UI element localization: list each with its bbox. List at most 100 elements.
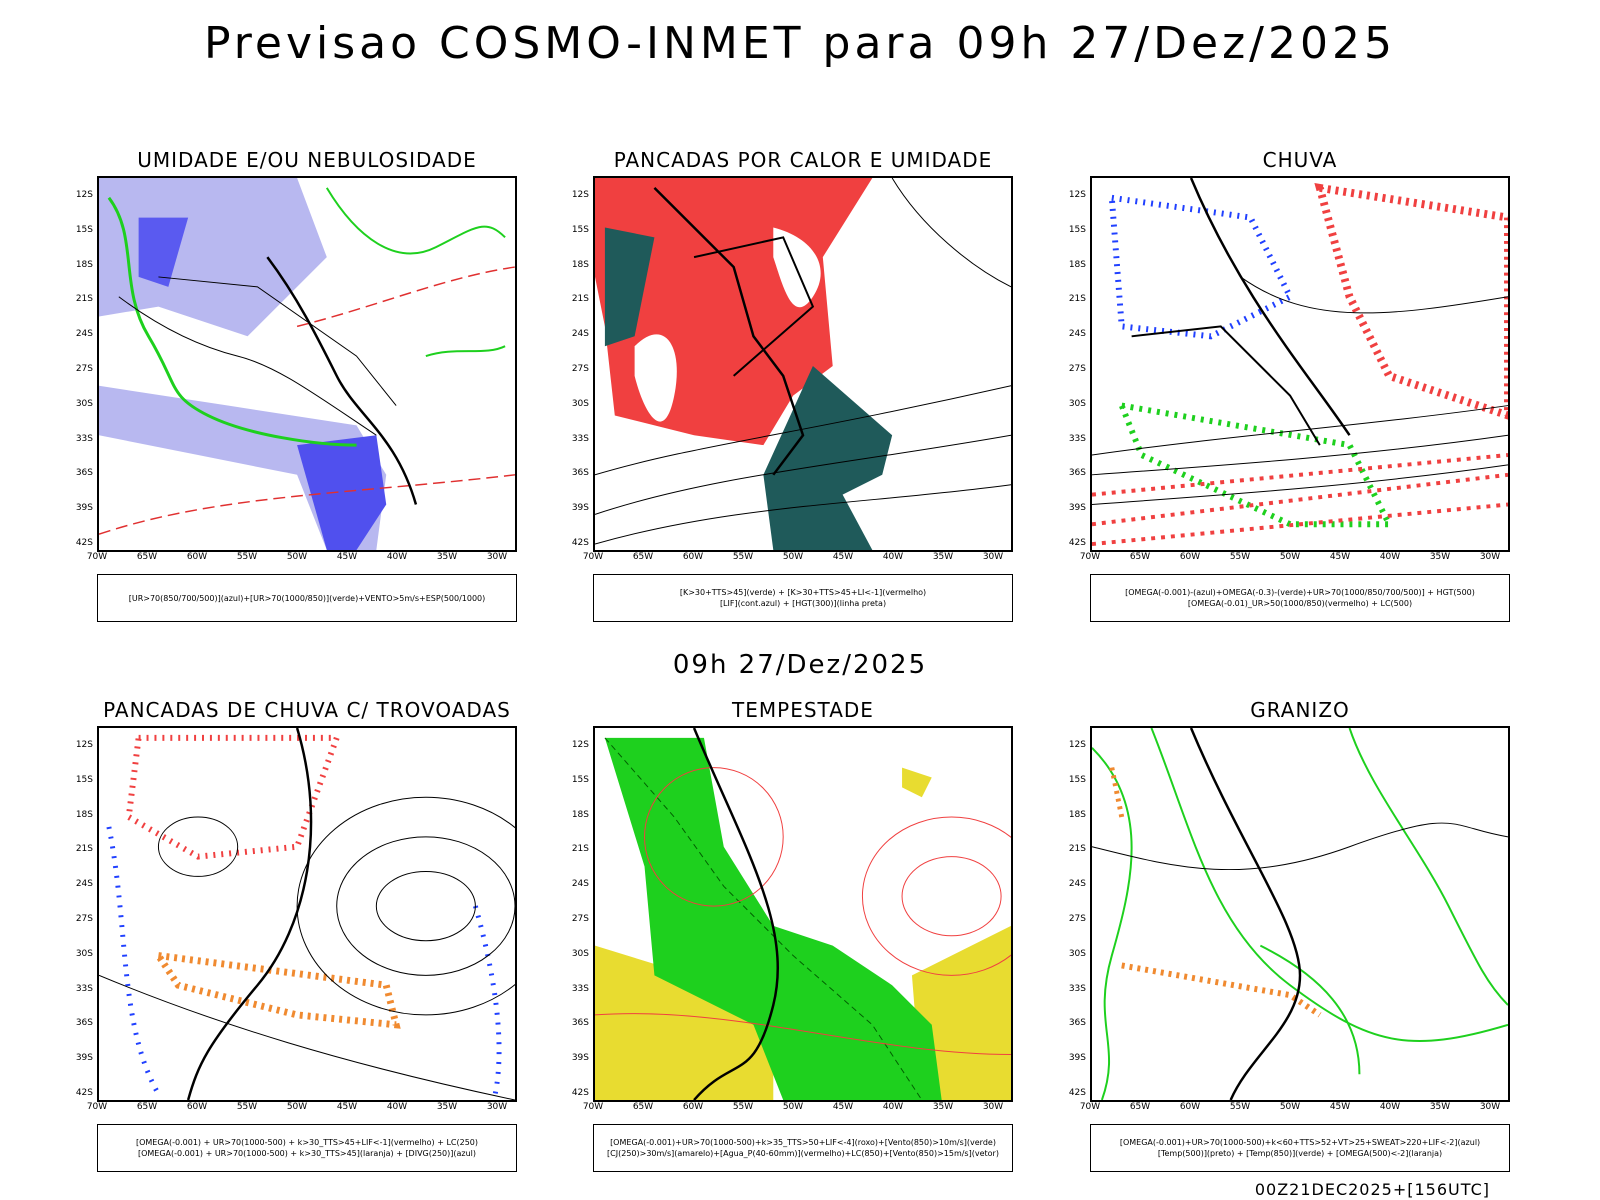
lon-tick-label: 60W [682,552,704,562]
lon-tick-label: 50W [782,552,804,562]
legend-line: [LIF](cont.azul) + [HGT(300)](linha pret… [719,599,887,608]
lat-tick-label: 39S [571,1053,589,1064]
lon-tick-label: 65W [1129,1102,1151,1112]
lon-tick-label: 45W [336,552,358,562]
lat-tick-label: 30S [75,398,93,409]
lat-tick-label: 15S [75,774,93,785]
legend-line: [OMEGA(-0.001)-(azul)+OMEGA(-0.3)-(verde… [1125,588,1475,597]
lat-tick-label: 12S [75,190,93,200]
lat-tick-label: 18S [75,809,93,820]
panel-legend: [OMEGA(-0.001)-(azul)+OMEGA(-0.3)-(verde… [1090,574,1510,622]
lat-tick-label: 24S [75,879,93,890]
lat-tick-label: 18S [1068,809,1086,820]
lon-tick-label: 55W [236,552,258,562]
legend-line: [OMEGA(-0.001)+UR>70(1000-500)+k<60+TTS>… [1119,1138,1481,1147]
lat-tick-label: 39S [1068,1053,1086,1064]
panel-legend: [K>30+TTS>45](verde) + [K>30+TTS>45+LI<-… [593,574,1013,622]
lat-tick-label: 36S [1068,468,1086,479]
legend-line: [K>30+TTS>45](verde) + [K>30+TTS>45+LI<-… [679,588,927,597]
lat-tick-label: 42S [75,538,93,548]
map-granizo [1090,726,1510,1102]
lon-tick-label: 70W [1079,1102,1101,1112]
panel-legend: [OMEGA(-0.001)+UR>70(1000-500)+k<60+TTS>… [1090,1124,1510,1172]
lon-tick-label: 35W [436,1102,458,1112]
lat-tick-label: 15S [1068,774,1086,785]
panel-title: TEMPESTADE [732,698,874,722]
lon-tick-label: 65W [136,1102,158,1112]
page-title: Previsao COSMO-INMET para 09h 27/Dez/202… [204,18,1396,69]
lon-tick-label: 70W [1079,552,1101,562]
panel-title: GRANIZO [1250,698,1350,722]
lat-tick-label: 33S [75,983,93,994]
lat-tick-label: 27S [75,364,93,374]
lat-tick-label: 36S [1068,1018,1086,1029]
lat-tick-label: 42S [571,1088,589,1098]
lat-tick-label: 33S [1068,433,1086,444]
panel-title: PANCADAS DE CHUVA C/ TROVOADAS [103,698,511,722]
lat-tick-label: 42S [75,1088,93,1098]
lon-tick-label: 30W [486,552,508,562]
lat-tick-label: 27S [1068,914,1086,924]
lon-tick-label: 65W [632,552,654,562]
lon-tick-label: 45W [1329,1102,1351,1112]
lon-tick-label: 50W [286,552,308,562]
lon-tick-label: 40W [1379,1102,1401,1112]
legend-line: [OMEGA(-0.001)+UR>70(1000-500)+k>35_TTS>… [610,1138,996,1147]
lat-tick-label: 36S [75,468,93,479]
lon-tick-label: 70W [582,1102,604,1112]
panel-title: PANCADAS POR CALOR E UMIDADE [613,148,993,172]
lon-tick-label: 70W [86,552,108,562]
lat-tick-label: 36S [571,468,589,479]
lat-tick-label: 15S [75,224,93,235]
lon-tick-label: 40W [386,552,408,562]
run-time-label: 00Z21DEC2025+[156UTC] [1254,1180,1490,1199]
lon-tick-label: 55W [1229,552,1251,562]
valid-time-label: 09h 27/Dez/2025 [672,650,928,680]
lon-tick-label: 55W [236,1102,258,1112]
lon-tick-label: 35W [436,552,458,562]
lon-tick-label: 45W [1329,552,1351,562]
lon-tick-label: 50W [1279,552,1301,562]
lat-tick-label: 39S [1068,503,1086,514]
lat-tick-label: 33S [571,433,589,444]
lon-tick-label: 60W [186,552,208,562]
lon-tick-label: 40W [882,552,904,562]
lat-tick-label: 21S [75,844,93,855]
lat-tick-label: 12S [571,740,589,750]
lat-tick-label: 42S [1068,1088,1086,1098]
lat-tick-label: 36S [571,1018,589,1029]
lon-tick-label: 60W [186,1102,208,1112]
lon-tick-label: 70W [86,1102,108,1112]
lon-tick-label: 30W [982,1102,1004,1112]
lat-tick-label: 33S [571,983,589,994]
lat-tick-label: 39S [75,503,93,514]
lon-tick-label: 65W [136,552,158,562]
lon-tick-label: 35W [932,552,954,562]
lon-tick-label: 30W [1479,552,1501,562]
lat-tick-label: 12S [571,190,589,200]
lon-tick-label: 40W [1379,552,1401,562]
lat-tick-label: 30S [1068,398,1086,409]
lat-tick-label: 27S [75,914,93,924]
lon-tick-label: 50W [1279,1102,1301,1112]
lat-tick-label: 39S [75,1053,93,1064]
lat-tick-label: 15S [571,774,589,785]
lat-tick-label: 27S [1068,364,1086,374]
lon-tick-label: 30W [1479,1102,1501,1112]
lat-tick-label: 21S [1068,844,1086,855]
lat-tick-label: 30S [1068,948,1086,959]
panel-legend: [OMEGA(-0.001) + UR>70(1000-500) + k>30_… [97,1124,517,1172]
lat-tick-label: 18S [571,809,589,820]
lon-tick-label: 45W [832,1102,854,1112]
lat-tick-label: 15S [571,224,589,235]
legend-line: [OMEGA(-0.01)_UR>50(1000/850)(vermelho) … [1187,599,1413,608]
lat-tick-label: 27S [571,914,589,924]
lon-tick-label: 35W [932,1102,954,1112]
lat-tick-label: 21S [571,294,589,305]
lon-tick-label: 50W [286,1102,308,1112]
lat-tick-label: 24S [1068,879,1086,890]
lon-tick-label: 60W [1179,1102,1201,1112]
lat-tick-label: 21S [75,294,93,305]
lat-tick-label: 30S [75,948,93,959]
lat-tick-label: 30S [571,398,589,409]
